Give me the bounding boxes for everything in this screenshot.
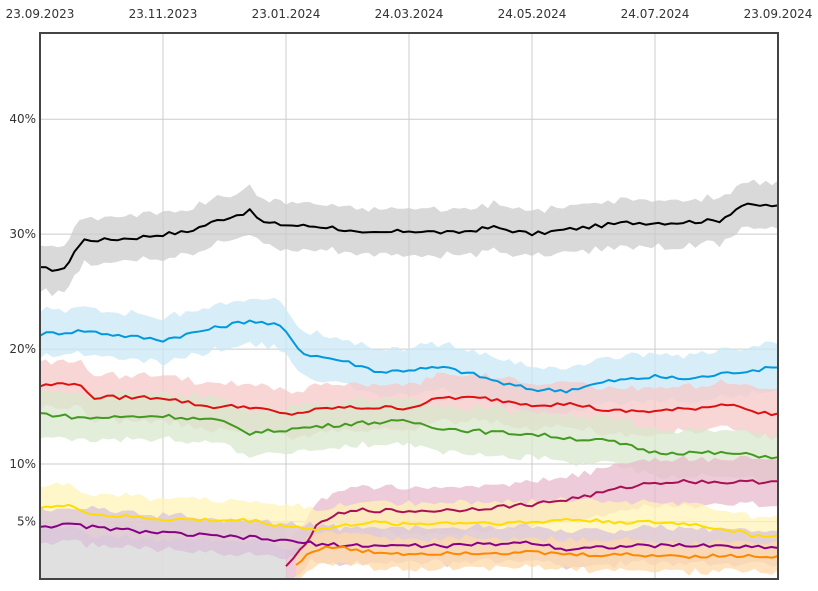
series-line [39, 319, 778, 394]
series-lines-layer [39, 202, 779, 567]
x-tick-label: 24.07.2024 [621, 7, 690, 21]
x-tick-label: 23.11.2023 [129, 7, 198, 21]
x-tick-label: 24.03.2024 [375, 7, 444, 21]
x-tick-label: 23.09.2023 [6, 7, 75, 21]
y-tick-label: 5% [17, 515, 36, 529]
series-line [39, 202, 779, 272]
series-line [285, 478, 779, 567]
axes-layer: 23.09.2023 23.11.2023 23.01.2024 24.03.2024… [6, 7, 813, 580]
series-line [39, 412, 779, 460]
y-tick-label: 30% [9, 227, 36, 241]
series-line [39, 382, 779, 417]
series-line [39, 522, 779, 552]
x-tick-label: 23.09.2024 [744, 7, 813, 21]
series-band [40, 389, 778, 483]
y-tick-label: 10% [9, 457, 36, 471]
series-line [295, 545, 779, 566]
series-band [296, 531, 778, 579]
series-line [39, 503, 779, 539]
confidence-bands-layer [40, 179, 778, 579]
series-band [40, 179, 778, 297]
x-tick-label: 23.01.2024 [252, 7, 321, 21]
y-tick-label: 40% [9, 112, 36, 126]
plot-frame [39, 32, 779, 580]
y-tick-label: 20% [9, 342, 36, 356]
x-tick-label: 24.05.2024 [498, 7, 567, 21]
